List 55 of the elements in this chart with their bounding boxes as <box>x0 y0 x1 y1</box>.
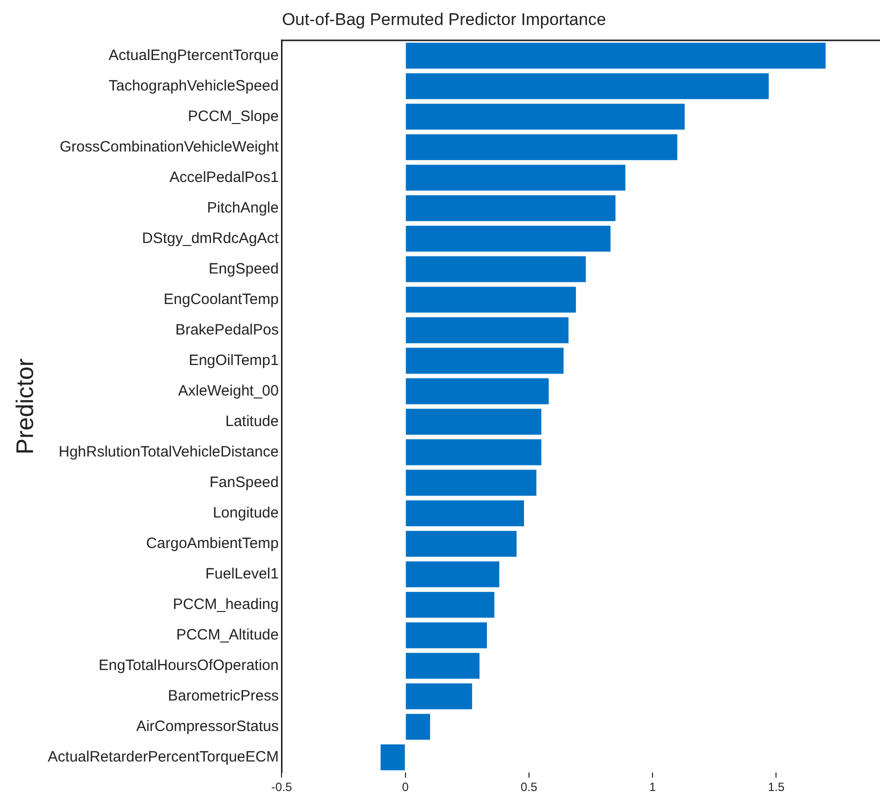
y-tick-label: CargoAmbientTemp <box>146 534 279 552</box>
y-tick-label: PitchAngle <box>207 199 279 216</box>
y-tick-label: EngOilTemp1 <box>188 352 279 369</box>
bar <box>406 622 487 648</box>
bar <box>406 408 542 435</box>
bar <box>406 500 524 526</box>
bar <box>406 73 769 100</box>
bar <box>406 286 576 313</box>
bar <box>406 652 480 679</box>
y-tick-label: BrakePedalPos <box>175 321 279 338</box>
chart-title: Out-of-Bag Permuted Predictor Importance <box>282 10 606 29</box>
bar <box>406 104 685 130</box>
bar <box>406 42 826 69</box>
x-tick-label: -0.5 <box>271 780 292 794</box>
x-tick-label: 1.5 <box>768 780 785 794</box>
y-tick-label: FuelLevel1 <box>205 565 279 582</box>
x-tick-label: 1 <box>649 780 656 794</box>
y-tick-label: DStgy_dmRdcAgAct <box>142 230 280 247</box>
bar <box>406 470 536 496</box>
y-axis-title: Predictor <box>12 358 40 455</box>
y-tick-label: AxleWeight_00 <box>178 382 279 400</box>
y-tick-label: TachographVehicleSpeed <box>108 77 279 94</box>
x-tick-label: 0.5 <box>520 780 538 794</box>
bar <box>406 348 564 374</box>
y-tick-label: AirCompressorStatus <box>136 718 279 735</box>
bar <box>406 226 611 252</box>
y-tick-label: Longitude <box>212 504 279 522</box>
bar <box>406 561 500 588</box>
y-tick-label: Latitude <box>225 412 279 430</box>
bar <box>406 530 517 557</box>
bar <box>406 378 549 404</box>
y-tick-label: PCCM_heading <box>172 596 279 613</box>
y-tick-label: PCCM_Altitude <box>176 626 279 644</box>
y-tick-label: ActualEngPtercentTorque <box>108 46 279 64</box>
x-tick-label: 0 <box>402 780 410 794</box>
y-tick-label: EngSpeed <box>208 260 279 278</box>
y-tick-label: EngCoolantTemp <box>164 290 279 308</box>
bar <box>406 592 494 618</box>
y-tick-label: HghRslutionTotalVehicleDistance <box>58 443 279 460</box>
bar <box>406 439 542 466</box>
y-tick-label: FanSpeed <box>210 474 279 491</box>
y-tick-label: GrossCombinationVehicleWeight <box>60 138 280 156</box>
bar <box>406 195 616 222</box>
bar <box>380 744 405 770</box>
y-tick-label: PCCM_Slope <box>188 108 279 125</box>
bar <box>406 317 569 344</box>
bar <box>406 134 678 160</box>
y-tick-label: EngTotalHoursOfOperation <box>98 656 279 674</box>
bar <box>406 714 430 740</box>
bar <box>406 256 586 282</box>
bar <box>406 683 472 710</box>
y-tick-label: BarometricPress <box>168 687 279 704</box>
y-tick-label: ActualRetarderPercentTorqueECM <box>48 748 279 766</box>
bar <box>406 164 626 191</box>
y-tick-label: AccelPedalPos1 <box>170 168 279 186</box>
